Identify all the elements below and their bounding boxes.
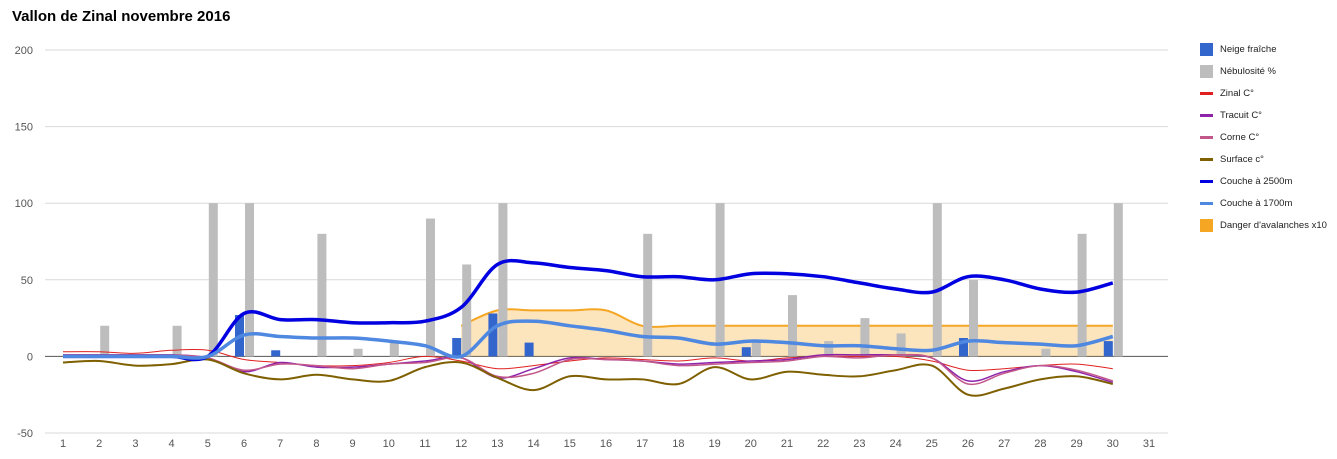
bar-nebulosite	[788, 295, 797, 357]
legend-label: Neige fraîche	[1220, 44, 1277, 55]
bar-nebulosite	[172, 325, 182, 357]
bar-nebulosite	[1041, 348, 1051, 357]
bar-nebulosite	[896, 333, 906, 357]
legend-swatch	[1200, 43, 1213, 56]
bar-nebulosite	[969, 279, 978, 357]
x-tick-label: 17	[636, 438, 648, 450]
x-tick-label: 19	[708, 438, 720, 450]
bar-nebulosite	[860, 318, 870, 357]
x-tick-label: 31	[1143, 438, 1155, 450]
x-tick-label: 13	[491, 438, 503, 450]
bar-nebulosite	[751, 341, 761, 357]
legend-label: Tracuit C°	[1220, 110, 1262, 121]
legend-swatch	[1200, 92, 1213, 95]
y-tick-label: 0	[27, 351, 33, 363]
legend-label: Nébulosité %	[1220, 66, 1277, 77]
bar-nebulosite	[353, 348, 363, 357]
x-tick-label: 9	[350, 438, 356, 450]
legend-swatch	[1200, 114, 1213, 117]
x-tick-label: 2	[96, 438, 102, 450]
bar-nebulosite	[824, 341, 834, 357]
avalanche-line	[460, 308, 1113, 328]
x-tick-label: 24	[889, 438, 901, 450]
y-tick-label: 100	[15, 198, 33, 210]
legend-swatch	[1200, 136, 1213, 139]
x-tick-label: 14	[527, 438, 539, 450]
bar-neige-fraiche	[741, 347, 751, 357]
bar-nebulosite	[498, 203, 508, 357]
legend-swatch	[1200, 158, 1213, 161]
bar-neige-fraiche	[959, 338, 968, 357]
bar-nebulosite	[462, 264, 472, 357]
x-tick-label: 25	[926, 438, 938, 450]
x-tick-label: 22	[817, 438, 829, 450]
legend-swatch	[1200, 219, 1213, 232]
series-line	[63, 353, 1114, 386]
legend: Neige fraîche Nébulosité % Zinal C° Tracuit…	[1200, 43, 1327, 232]
x-tick-label: 10	[383, 438, 395, 450]
series-line	[62, 358, 1114, 397]
x-tick-label: 1	[60, 438, 66, 450]
x-tick-label: 11	[419, 438, 430, 450]
legend-label: Surface c°	[1220, 154, 1264, 165]
x-tick-label: 8	[313, 438, 319, 450]
x-tick-label: 28	[1034, 438, 1046, 450]
avalanche-area	[461, 309, 1113, 357]
series-line	[63, 258, 1114, 362]
bar-nebulosite	[317, 233, 327, 357]
x-tick-label: 6	[241, 438, 247, 450]
bar-nebulosite	[932, 203, 942, 357]
x-tick-label: 30	[1107, 438, 1119, 450]
line-layer	[62, 258, 1114, 397]
series-line	[63, 319, 1114, 360]
x-tick-label: 26	[962, 438, 974, 450]
bar-neige-fraiche	[488, 313, 498, 357]
bar-nebulosite	[1077, 233, 1087, 357]
x-tick-label: 5	[205, 438, 211, 450]
x-tick-label: 27	[998, 438, 1010, 450]
x-tick-label: 16	[600, 438, 612, 450]
legend-swatch	[1200, 180, 1213, 183]
x-tick-label: 15	[564, 438, 576, 450]
y-tick-label: -50	[17, 428, 33, 440]
x-tick-label: 18	[672, 438, 684, 450]
bar-neige-fraiche	[524, 342, 534, 357]
x-tick-label: 21	[781, 438, 793, 450]
bar-nebulosite	[426, 218, 435, 357]
bar-nebulosite	[1113, 203, 1123, 357]
bar-neige-fraiche	[452, 338, 462, 357]
bar-nebulosite	[100, 325, 110, 357]
x-tick-label: 29	[1070, 438, 1082, 450]
grid	[45, 49, 1168, 434]
y-tick-label: 200	[15, 45, 33, 57]
bar-nebulosite	[643, 233, 653, 357]
legend-label: Zinal C°	[1220, 88, 1254, 99]
legend-label: Danger d'avalanches x10	[1220, 220, 1327, 231]
chart-title: Vallon de Zinal novembre 2016	[12, 8, 231, 25]
bar-neige-fraiche	[271, 350, 281, 357]
x-tick-label: 3	[132, 438, 138, 450]
legend-label: Corne C°	[1220, 132, 1259, 143]
x-tick-label: 12	[455, 438, 467, 450]
bar-neige-fraiche	[1103, 341, 1113, 357]
x-tick-label: 7	[277, 438, 283, 450]
legend-label: Couche à 2500m	[1220, 176, 1292, 187]
y-tick-label: 50	[21, 275, 33, 287]
y-tick-label: 150	[15, 122, 33, 134]
area-layer	[460, 308, 1113, 357]
x-tick-label: 23	[853, 438, 865, 450]
x-tick-label: 20	[745, 438, 757, 450]
bar-nebulosite	[245, 203, 254, 357]
legend-swatch	[1200, 202, 1213, 205]
legend-swatch	[1200, 65, 1213, 78]
bar-nebulosite	[389, 341, 399, 357]
bar-nebulosite	[208, 203, 218, 357]
legend-label: Couche à 1700m	[1220, 198, 1292, 209]
x-tick-label: 4	[169, 438, 175, 450]
